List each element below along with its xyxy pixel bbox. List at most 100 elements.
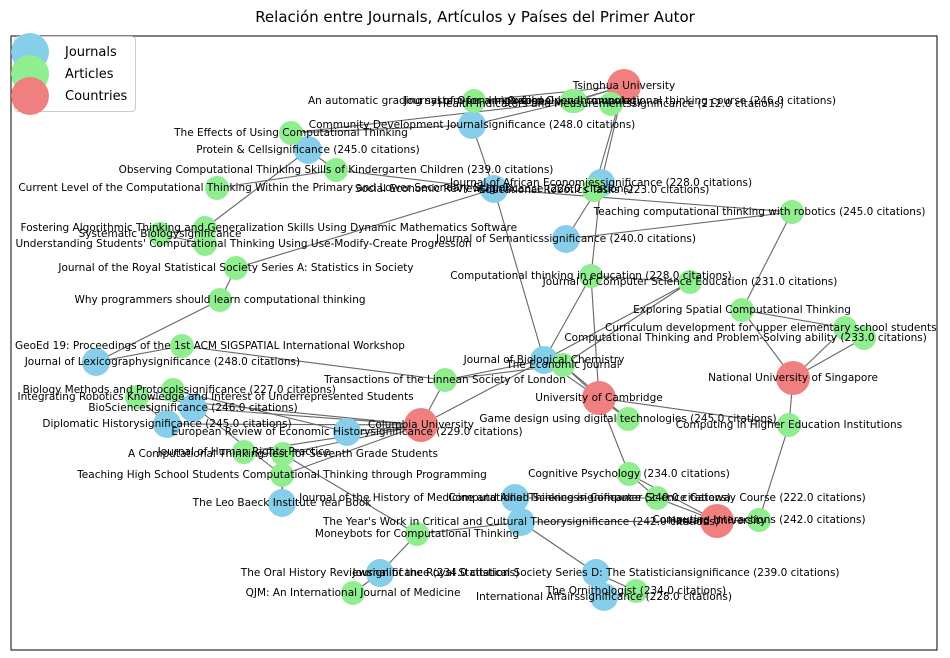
node-label: Curriculum development for upper element… [605, 322, 937, 334]
edge [181, 345, 446, 381]
node-label: Moneybots for Computational Thinking [315, 528, 519, 540]
node-journal [501, 484, 529, 512]
node-article [777, 413, 801, 437]
node-label: National University of Singapore [708, 372, 878, 384]
node-article [747, 508, 771, 532]
node-article [780, 200, 804, 224]
node-country [700, 504, 734, 538]
edge [216, 169, 337, 189]
node-label: Harvard University [668, 515, 766, 527]
edge [95, 345, 183, 363]
node-label: The Leo Baeck Institute Year Book [192, 497, 373, 509]
edge [444, 359, 545, 381]
node-label: Community Development Journalsignificanc… [309, 119, 636, 131]
node-article [232, 440, 256, 464]
node-label: A Computational Thinking Test for Sevent… [128, 448, 438, 460]
node-label: Protein & Cellsignificance (245.0 citati… [196, 144, 419, 156]
legend-marker-countries [11, 77, 49, 115]
node-article [579, 264, 603, 288]
node-label: Computing Interactions (242.0 citations) [652, 514, 865, 526]
node-article [833, 316, 857, 340]
node-label: An automatic grading system for a high s… [308, 95, 836, 107]
edge [166, 423, 422, 426]
node-journal [333, 418, 361, 446]
node-label: Computational Thinking in Computer Scien… [448, 492, 866, 504]
legend: Journals Articles Countries [11, 33, 137, 115]
node-label: GeoEd 19: Proceedings of the 1st ACM SIG… [15, 340, 405, 352]
node-label: BioSciencesignificance (246.0 citations) [88, 402, 297, 414]
figure-title: Relación entre Journals, Artículos y Paí… [255, 8, 695, 26]
node-journal [530, 346, 558, 374]
node-label: The Oral History Reviewsignificance (234… [240, 567, 519, 579]
node-article [563, 89, 587, 113]
edge [562, 281, 691, 366]
node-label: Computational thinking in education (228… [450, 270, 731, 282]
edge [420, 359, 545, 426]
node-journal [268, 489, 296, 517]
node-article [270, 463, 294, 487]
node-label: Journal of African Economiessignificance… [449, 177, 752, 189]
node-label: Current Level of the Computational Think… [18, 182, 508, 194]
edge [590, 275, 600, 399]
node-label: The Effects of Using Computational Think… [173, 127, 408, 139]
node-article [161, 378, 185, 402]
node-label: Diplomatic Historysignificance (245.0 ci… [42, 418, 291, 430]
node-article [617, 462, 641, 486]
node-article [462, 89, 486, 113]
node-label: Computing in Higher Education Institutio… [676, 419, 902, 431]
node-label: Journal of Human Rights Practice [157, 446, 331, 458]
node-label: Teaching computational thinking with rob… [593, 206, 926, 218]
node-journal [582, 559, 610, 587]
nodes-layer [82, 69, 876, 611]
node-label: Systematic Biologysignificance [79, 228, 242, 240]
edge [290, 124, 473, 134]
node-label: Exploring Spatial Computational Thinking [633, 304, 851, 316]
node-label: Oxford Open Immunology [507, 95, 643, 107]
node-label: QJM: An International Journal of Medicin… [246, 587, 461, 599]
edge [741, 211, 793, 311]
legend-item-journals: Journals [11, 33, 127, 71]
node-label: International Affairssignificance (228.0… [476, 591, 732, 603]
node-label: Teaching High School Students Computatio… [76, 469, 487, 481]
node-article [224, 256, 248, 280]
node-article [678, 270, 702, 294]
node-journal [590, 583, 618, 611]
node-country [404, 408, 438, 442]
node-journal [82, 348, 110, 376]
legend-label-countries: Countries [65, 88, 128, 104]
node-label: University of Cambridge [535, 392, 662, 404]
node-country [776, 361, 810, 395]
node-journal [294, 136, 322, 164]
edge [204, 149, 309, 229]
node-article [624, 579, 648, 603]
edge [192, 407, 422, 426]
node-journal [552, 225, 580, 253]
node-label: European Review of Economic Historysigni… [171, 426, 522, 438]
node-label: The Economic Journal [505, 359, 619, 371]
legend-label-articles: Articles [65, 66, 114, 82]
node-label: Educational Robotics Tasks (223.0 citati… [479, 184, 710, 196]
node-journal [458, 111, 486, 139]
node-label: Journal of Lexicographysignificance (248… [24, 356, 300, 368]
node-article [599, 92, 623, 116]
legend-label-journals: Journals [65, 44, 117, 60]
edge [493, 188, 545, 361]
node-label: Social Economic Reviewsignificance (226.… [355, 183, 633, 195]
node-label: Transactions of the Linnean Society of L… [323, 374, 566, 386]
node-article [324, 158, 348, 182]
labels-layer: Tsinghua University Harvard University Col… [15, 80, 937, 603]
edge [416, 521, 522, 535]
node-label: Game design using digital technologies (… [479, 413, 776, 425]
node-article [852, 326, 876, 350]
node-label: The Year's Work in Critical and Cultural… [322, 516, 719, 528]
node-article [730, 298, 754, 322]
edge [282, 453, 418, 535]
node-article [582, 178, 606, 202]
node-article [208, 288, 232, 312]
node-article [271, 442, 295, 466]
node-journal [507, 508, 535, 536]
node-label: Journal of Computer Science Education (2… [542, 276, 838, 288]
edge [95, 299, 221, 363]
edge [235, 188, 495, 269]
